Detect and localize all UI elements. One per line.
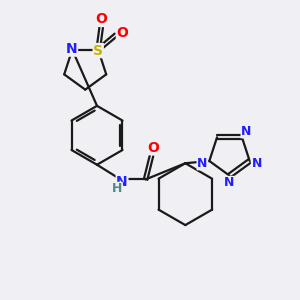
Text: H: H (112, 182, 122, 195)
Text: O: O (95, 12, 107, 26)
Text: N: N (251, 157, 262, 170)
Text: N: N (241, 125, 251, 138)
Text: O: O (116, 26, 128, 40)
Text: N: N (224, 176, 235, 190)
Text: N: N (116, 176, 128, 189)
Text: O: O (147, 141, 159, 154)
Text: N: N (66, 42, 77, 56)
Text: N: N (197, 157, 208, 170)
Text: S: S (93, 44, 103, 58)
